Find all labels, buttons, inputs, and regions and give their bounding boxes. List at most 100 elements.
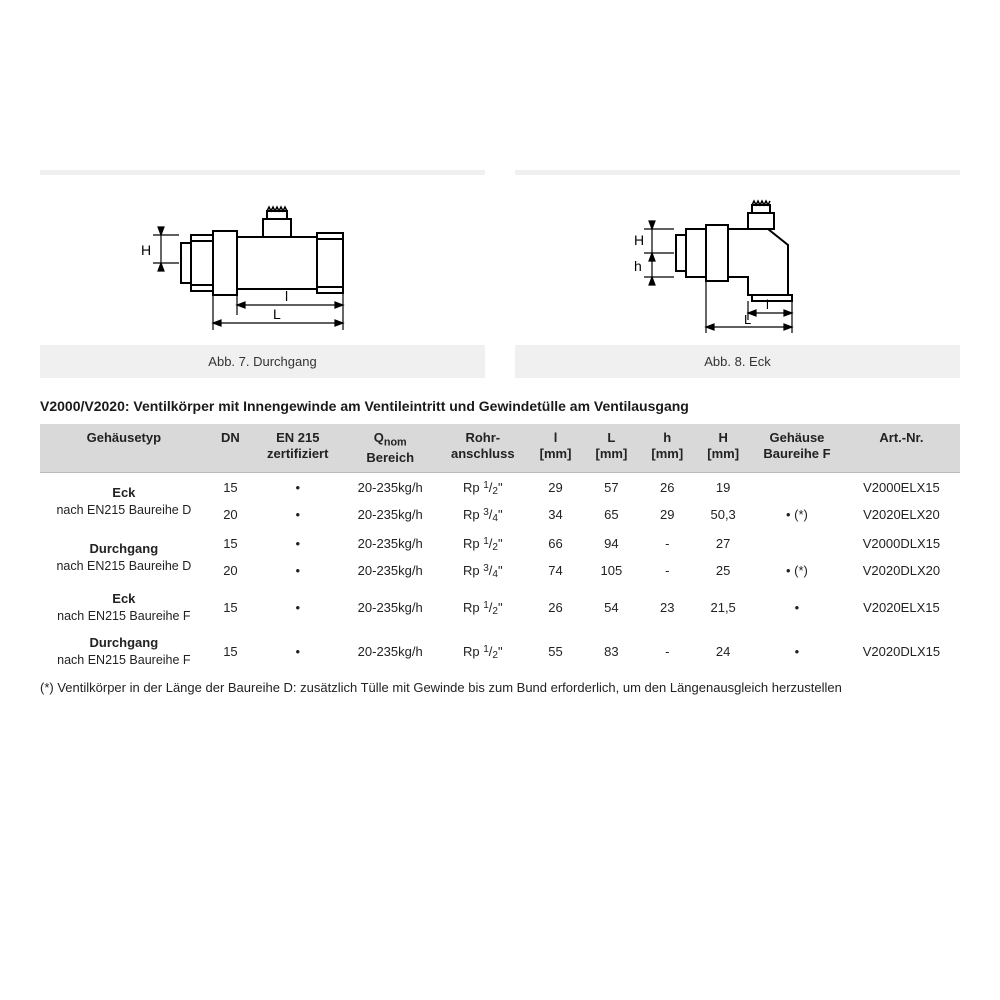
cell-cert: • [253, 473, 342, 503]
cell-h: - [639, 629, 695, 673]
cell-l: 74 [528, 558, 584, 585]
cell-q: 20-235kg/h [342, 585, 438, 629]
dim-l-label-eck: l [766, 297, 769, 312]
th-rohr: Rohr-anschluss [438, 424, 528, 473]
figure-7-caption: Abb. 7. Durchgang [208, 350, 316, 373]
cell-L: 94 [583, 529, 639, 558]
dim-L-label: L [273, 306, 281, 322]
th-gehausetyp: Gehäusetyp [40, 424, 208, 473]
figure-8-box: H h l [515, 170, 960, 378]
cell-dn: 20 [208, 502, 253, 529]
cell-conn: Rp 3/4" [438, 558, 528, 585]
cell-L: 105 [583, 558, 639, 585]
cell-dn: 15 [208, 629, 253, 673]
cell-art: V2000DLX15 [843, 529, 960, 558]
table-row: Durchgangnach EN215 Baureihe D15•20-235k… [40, 529, 960, 558]
cell-H: 25 [695, 558, 751, 585]
cell-h: - [639, 558, 695, 585]
cell-gf: • [751, 585, 843, 629]
cell-q: 20-235kg/h [342, 502, 438, 529]
cell-l: 29 [528, 473, 584, 503]
cell-cert: • [253, 529, 342, 558]
cell-gehausetyp: Ecknach EN215 Baureihe F [40, 585, 208, 629]
cell-gf: • (*) [751, 558, 843, 585]
figure-7-box: H l L Abb. 7. D [40, 170, 485, 378]
cell-art: V2020ELX15 [843, 585, 960, 629]
cell-cert: • [253, 558, 342, 585]
cell-h: - [639, 529, 695, 558]
footnote: (*) Ventilkörper in der Länge der Baurei… [40, 679, 960, 697]
cell-dn: 15 [208, 585, 253, 629]
cell-art: V2000ELX15 [843, 473, 960, 503]
cell-art: V2020DLX20 [843, 558, 960, 585]
th-art: Art.-Nr. [843, 424, 960, 473]
cell-conn: Rp 1/2" [438, 585, 528, 629]
cell-h: 23 [639, 585, 695, 629]
cell-conn: Rp 3/4" [438, 502, 528, 529]
table-row: Ecknach EN215 Baureihe D15•20-235kg/hRp … [40, 473, 960, 503]
cell-gehausetyp: Durchgangnach EN215 Baureihe F [40, 629, 208, 673]
cell-cert: • [253, 585, 342, 629]
table-head: Gehäusetyp DN EN 215zertifiziert QnomBer… [40, 424, 960, 473]
cell-l: 55 [528, 629, 584, 673]
eck-diagram: H h l [588, 185, 888, 335]
cell-h: 29 [639, 502, 695, 529]
cell-L: 57 [583, 473, 639, 503]
cell-q: 20-235kg/h [342, 629, 438, 673]
dim-l-label: l [285, 288, 288, 304]
section-title: V2000/V2020: Ventilkörper mit Innengewin… [40, 398, 960, 414]
cell-gf [751, 529, 843, 558]
cell-art: V2020ELX20 [843, 502, 960, 529]
cell-dn: 15 [208, 473, 253, 503]
cell-L: 54 [583, 585, 639, 629]
cell-conn: Rp 1/2" [438, 629, 528, 673]
dim-h-label-eck: h [634, 258, 642, 274]
th-gehause-f: GehäuseBaureihe F [751, 424, 843, 473]
cell-dn: 15 [208, 529, 253, 558]
th-H: H[mm] [695, 424, 751, 473]
dim-H-label: H [141, 242, 151, 258]
table-body: Ecknach EN215 Baureihe D15•20-235kg/hRp … [40, 473, 960, 673]
cell-cert: • [253, 502, 342, 529]
cell-H: 24 [695, 629, 751, 673]
figure-7-svg-wrap: H l L [40, 175, 485, 345]
cell-conn: Rp 1/2" [438, 529, 528, 558]
cell-H: 27 [695, 529, 751, 558]
cell-q: 20-235kg/h [342, 558, 438, 585]
dim-L-label-eck: L [744, 312, 751, 327]
cell-dn: 20 [208, 558, 253, 585]
cell-H: 50,3 [695, 502, 751, 529]
cell-q: 20-235kg/h [342, 529, 438, 558]
cell-cert: • [253, 629, 342, 673]
cell-l: 66 [528, 529, 584, 558]
cell-gehausetyp: Durchgangnach EN215 Baureihe D [40, 529, 208, 585]
table-row: Durchgangnach EN215 Baureihe F15•20-235k… [40, 629, 960, 673]
th-L: L[mm] [583, 424, 639, 473]
cell-gf: • [751, 629, 843, 673]
cell-gf: • (*) [751, 502, 843, 529]
cell-conn: Rp 1/2" [438, 473, 528, 503]
th-l: l[mm] [528, 424, 584, 473]
cell-L: 83 [583, 629, 639, 673]
figure-row: H l L Abb. 7. D [40, 170, 960, 378]
cell-h: 26 [639, 473, 695, 503]
dim-H-label-eck: H [634, 232, 644, 248]
figure-8-svg-wrap: H h l [515, 175, 960, 345]
cell-L: 65 [583, 502, 639, 529]
table-row: Ecknach EN215 Baureihe F15•20-235kg/hRp … [40, 585, 960, 629]
th-dn: DN [208, 424, 253, 473]
cell-art: V2020DLX15 [843, 629, 960, 673]
cell-gf [751, 473, 843, 503]
cell-gehausetyp: Ecknach EN215 Baureihe D [40, 473, 208, 530]
spec-table: Gehäusetyp DN EN 215zertifiziert QnomBer… [40, 424, 960, 673]
th-qnom: QnomBereich [342, 424, 438, 473]
cell-H: 19 [695, 473, 751, 503]
cell-l: 34 [528, 502, 584, 529]
th-h: h[mm] [639, 424, 695, 473]
figure-8-caption: Abb. 8. Eck [704, 350, 770, 373]
th-en215: EN 215zertifiziert [253, 424, 342, 473]
cell-H: 21,5 [695, 585, 751, 629]
cell-q: 20-235kg/h [342, 473, 438, 503]
durchgang-diagram: H l L [113, 185, 413, 335]
cell-l: 26 [528, 585, 584, 629]
